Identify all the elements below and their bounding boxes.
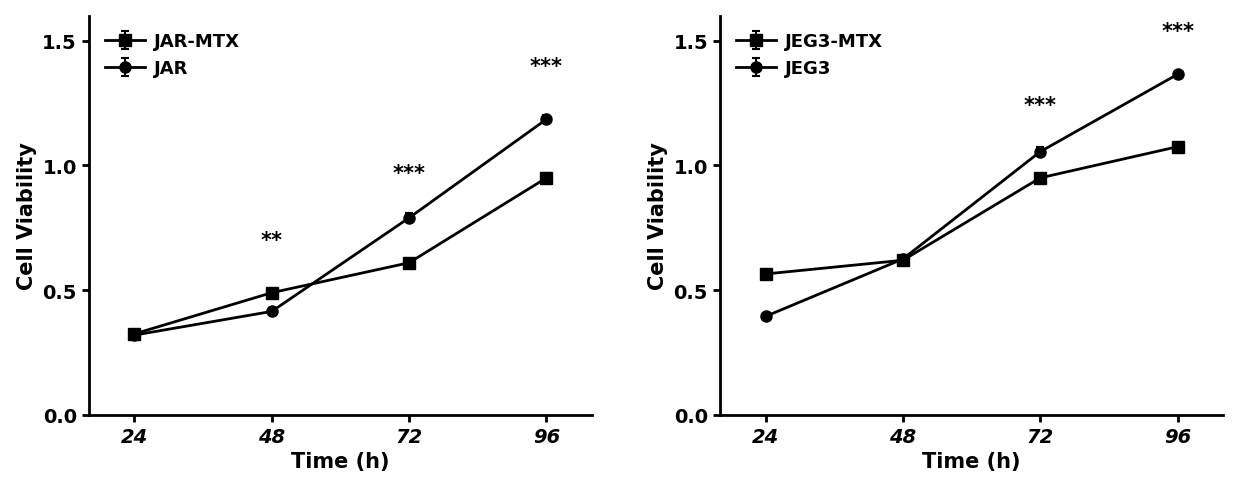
X-axis label: Time (h): Time (h) [291,451,389,471]
X-axis label: Time (h): Time (h) [923,451,1021,471]
Y-axis label: Cell Viability: Cell Viability [16,142,37,290]
Legend: JAR-MTX, JAR: JAR-MTX, JAR [98,26,247,85]
Legend: JEG3-MTX, JEG3: JEG3-MTX, JEG3 [729,26,890,85]
Y-axis label: Cell Viability: Cell Viability [647,142,668,290]
Text: **: ** [260,231,283,251]
Text: ***: *** [1024,96,1056,116]
Text: ***: *** [529,57,563,77]
Text: ***: *** [393,163,425,183]
Text: ***: *** [1161,21,1194,41]
